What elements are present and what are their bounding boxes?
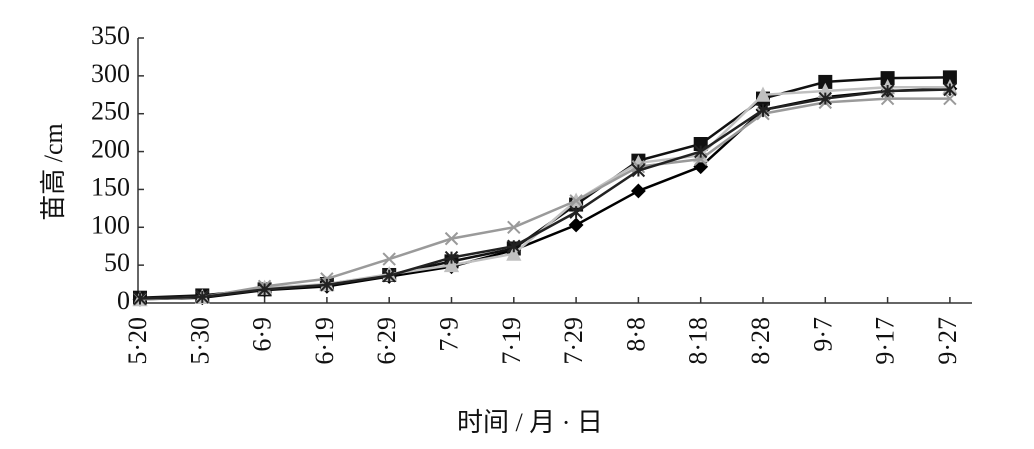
x-tick-label: 8·18 [684, 317, 713, 365]
y-tick-label: 150 [91, 172, 130, 201]
series-line [139, 76, 950, 299]
marker [880, 84, 895, 98]
series-line [139, 97, 950, 301]
marker [755, 86, 771, 102]
marker [818, 91, 833, 106]
x-tick-label: 7·29 [559, 317, 588, 365]
x-tick-label: 7·19 [497, 317, 526, 365]
x-tick-label: 9·27 [933, 317, 962, 365]
x-tick-label: 6·29 [372, 317, 401, 365]
x-tick-label: 5·30 [185, 317, 214, 365]
marker [133, 291, 147, 306]
marker [382, 269, 396, 283]
marker [382, 252, 396, 266]
x-tick-label: 8·8 [621, 317, 650, 352]
y-tick-label: 300 [91, 59, 130, 88]
marker [320, 272, 334, 286]
y-tick-label: 250 [91, 97, 130, 126]
x-tick-label: 6·9 [248, 317, 277, 352]
y-axis-label: 苗高 /cm [39, 123, 68, 221]
y-tick-label: 0 [117, 286, 130, 315]
marker [257, 282, 272, 297]
marker [507, 239, 521, 253]
marker [568, 217, 584, 233]
marker [693, 144, 708, 159]
x-axis-label: 时间 / 月 · 日 [457, 408, 603, 437]
marker [320, 278, 334, 292]
marker [443, 256, 460, 273]
marker [631, 163, 646, 178]
x-tick-label: 9·7 [808, 317, 837, 352]
x-tick-label: 7·9 [434, 317, 463, 352]
series-line [139, 87, 950, 301]
marker [569, 194, 583, 208]
x-tick-label: 5·20 [123, 317, 152, 365]
x-tick-label: 6·19 [310, 317, 339, 365]
marker [506, 245, 522, 261]
series-line [139, 88, 950, 300]
marker [444, 250, 459, 265]
marker [507, 220, 521, 234]
marker [756, 103, 770, 117]
y-tick-label: 200 [91, 135, 130, 164]
marker [693, 159, 709, 175]
marker [630, 183, 646, 199]
y-tick-label: 50 [104, 248, 130, 277]
marker [444, 231, 459, 246]
x-tick-label: 9·17 [871, 317, 900, 365]
marker [569, 205, 583, 219]
x-tick-label: 8·28 [746, 317, 775, 365]
marker [195, 290, 210, 304]
y-tick-label: 100 [91, 210, 130, 239]
y-tick-label: 350 [91, 21, 130, 50]
marker [943, 82, 957, 97]
series-line [139, 85, 950, 301]
